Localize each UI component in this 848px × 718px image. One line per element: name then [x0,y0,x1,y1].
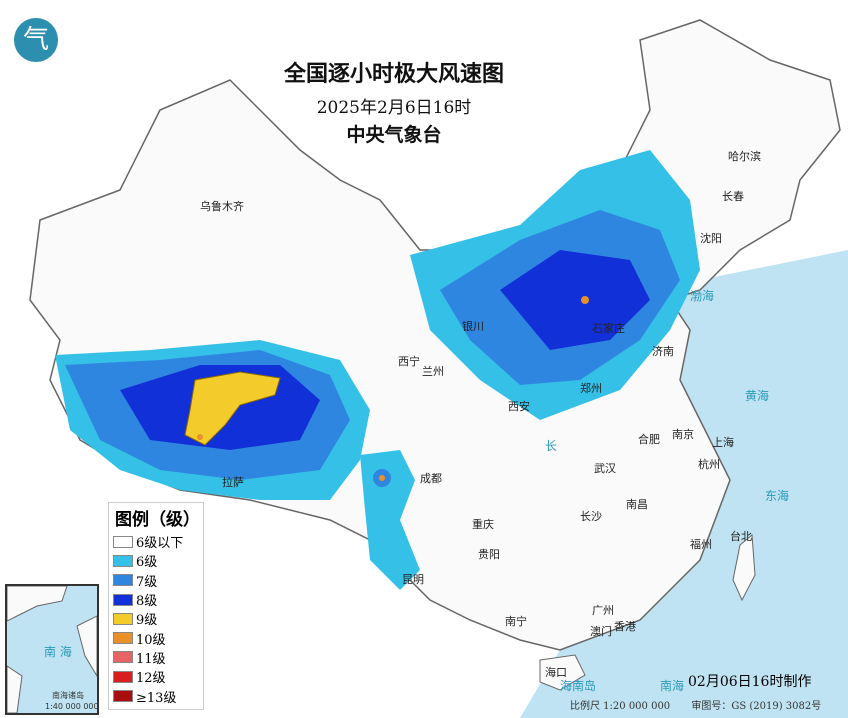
city-label: 哈尔滨 [728,149,761,163]
city-label: 贵阳 [478,548,500,561]
city-label: 海口 [545,665,567,679]
legend-title: 图例（级） [115,510,200,530]
legend-swatch [113,670,133,683]
zone-10-spot [581,296,589,304]
legend-label: 8级 [136,594,158,610]
zone-8 [500,250,650,350]
city-label: 郑州 [580,381,602,395]
legend-item: 6级以下 [109,532,203,551]
zone-9 [184,371,281,446]
legend-label: 6级 [136,555,158,571]
legend-swatch [113,632,133,645]
approval-number: 审图号：GS (2019) 3082号 [691,701,822,712]
legend-label: 9级 [136,613,158,629]
legend-label: 10级 [136,632,166,648]
legend-swatch [113,593,133,606]
scale: 比例尺 1:20 000 000 [570,701,671,712]
zone-10-spot [379,475,385,481]
legend-item: 11级 [109,648,203,667]
legend-item: 6级 [109,551,203,570]
legend-label: 12级 [136,671,166,687]
legend-item: 7级 [109,571,203,590]
south-china-sea-inset: 南 海 南海诸岛 1:40 000 000 [5,584,99,715]
city-label: 石家庄 [592,321,625,335]
city-label: 南宁 [505,614,527,628]
city-label: 澳门 [590,624,612,638]
legend-label: 7级 [136,574,158,590]
zone-10-spot [197,434,203,440]
map-agency: 中央气象台 [346,124,442,146]
sea-label: 黄海 [745,388,769,403]
city-label: 银川 [462,319,484,333]
legend-label: 11级 [136,651,166,667]
sea-label: 东海 [765,488,789,503]
legend-label: 6级以下 [136,536,184,552]
city-label: 西宁 [398,354,420,368]
city-label: 昆明 [402,573,424,586]
city-label: 南昌 [626,498,648,511]
legend-swatch [113,554,133,567]
legend-swatch [113,651,133,664]
city-label: 广州 [592,604,614,617]
city-label: 沈阳 [700,231,722,245]
city-label: 南京 [672,427,694,441]
city-label: 台北 [730,529,752,543]
city-label: 长沙 [580,510,602,523]
legend-label: ≥13级 [136,690,177,706]
inset-scale: 1:40 000 000 [45,702,97,711]
legend-swatch [113,535,133,548]
sea-label: 南海 [660,678,684,693]
city-label: 拉萨 [222,475,244,489]
sea-label: 渤海 [690,288,714,303]
city-label: 合肥 [638,432,660,446]
legend-swatch [113,612,133,625]
made-time: 02月06日16时制作 [688,674,812,690]
city-label: 长春 [722,190,744,203]
inset-sea-label: 南 海 [44,644,72,659]
city-label: 香港 [614,620,636,633]
city-label: 西安 [508,399,530,413]
map-datetime: 2025年2月6日16时 [316,98,472,118]
sea-label: 海南岛 [560,678,596,693]
city-label: 福州 [690,537,712,551]
legend-item: 9级 [109,609,203,628]
city-label: 兰州 [422,365,444,378]
footer: 比例尺 1:20 000 000 审图号：GS (2019) 3082号 [570,697,839,712]
ocean [520,250,848,718]
city-label: 重庆 [472,517,494,531]
legend: 图例（级） 6级以下 6级 7级 8级 9级 10级 11级 12级 ≥13级 [108,502,204,710]
map-title: 全国逐小时极大风速图 [283,62,504,87]
legend-item: 8级 [109,590,203,609]
city-label: 上海 [712,435,734,449]
city-label: 武汉 [594,462,616,475]
legend-item: 12级 [109,667,203,686]
legend-swatch [113,574,133,587]
zone-6-sw [360,450,420,590]
legend-swatch [113,690,133,703]
legend-item: 10级 [109,628,203,648]
legend-item: ≥13级 [109,686,203,706]
inset-label: 南海诸岛 [52,690,84,700]
city-label: 杭州 [698,457,720,471]
cma-logo: 气 [14,18,58,62]
city-label: 成都 [420,472,442,485]
sea-label: 长 [545,439,557,453]
city-label: 济南 [652,344,674,358]
city-label: 乌鲁木齐 [200,199,244,213]
